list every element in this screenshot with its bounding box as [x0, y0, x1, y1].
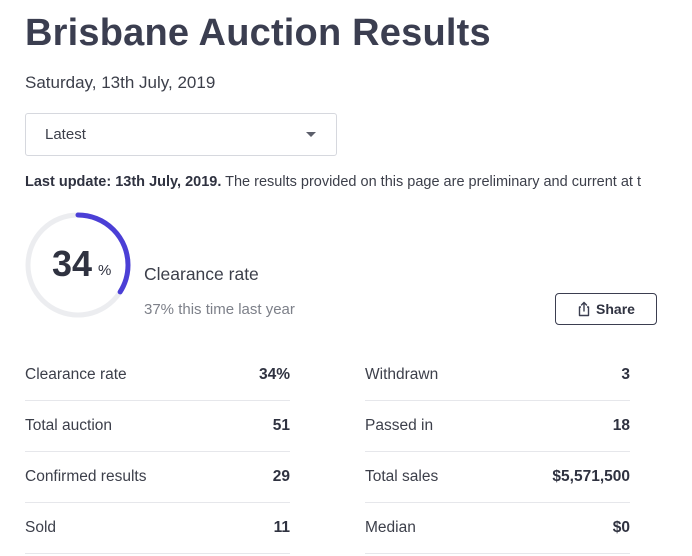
share-label: Share [596, 301, 635, 317]
stat-row-confirmed-results: Confirmed results 29 [25, 452, 290, 503]
stat-label: Total auction [25, 417, 113, 434]
stat-row-passed-in: Passed in 18 [365, 401, 630, 452]
stat-row-sold: Sold 11 [25, 503, 290, 554]
period-select-value: Latest [45, 126, 86, 143]
update-date-label: Last update: 13th July, 2019. [25, 174, 222, 190]
stat-value: 11 [273, 519, 290, 536]
stat-label: Withdrawn [365, 366, 439, 383]
share-icon [578, 301, 590, 317]
stat-label: Clearance rate [25, 366, 127, 383]
stat-label: Total sales [365, 468, 439, 485]
clearance-ring-progress [25, 212, 131, 318]
results-date: Saturday, 13th July, 2019 [25, 73, 216, 92]
stat-value: 3 [621, 366, 630, 383]
stat-value: $0 [612, 519, 630, 536]
share-button[interactable]: Share [555, 293, 657, 325]
update-notice: Last update: 13th July, 2019. The result… [25, 174, 641, 190]
stat-value: 34% [258, 366, 290, 383]
update-text: The results provided on this page are pr… [221, 174, 642, 190]
page-title: Brisbane Auction Results [25, 12, 491, 54]
stat-row-clearance-rate: Clearance rate 34% [25, 350, 290, 401]
clearance-rate-unit: % [98, 262, 112, 279]
stat-value: 51 [272, 417, 290, 434]
stat-label: Confirmed results [25, 468, 147, 485]
clearance-rate-label: Clearance rate [144, 264, 259, 284]
stat-label: Median [365, 519, 416, 536]
stats-list-right: Withdrawn 3 Passed in 18 Total sales $5,… [365, 350, 630, 554]
clearance-rate-value: 34 [52, 243, 93, 284]
stat-row-withdrawn: Withdrawn 3 [365, 350, 630, 401]
clearance-last-year: 37% this time last year [144, 301, 295, 318]
stat-row-total-sales: Total sales $5,571,500 [365, 452, 630, 503]
stat-row-total-auction: Total auction 51 [25, 401, 290, 452]
stat-label: Passed in [365, 417, 434, 434]
stat-value: 29 [272, 468, 290, 485]
chevron-down-icon [306, 132, 316, 137]
stats-list-left: Clearance rate 34% Total auction 51 Conf… [25, 350, 290, 554]
stat-value: 18 [612, 417, 630, 434]
clearance-ring [25, 212, 131, 318]
stat-label: Sold [25, 519, 57, 536]
stat-value: $5,571,500 [552, 468, 630, 485]
period-select[interactable]: Latest [25, 113, 337, 156]
stat-row-median: Median $0 [365, 503, 630, 554]
